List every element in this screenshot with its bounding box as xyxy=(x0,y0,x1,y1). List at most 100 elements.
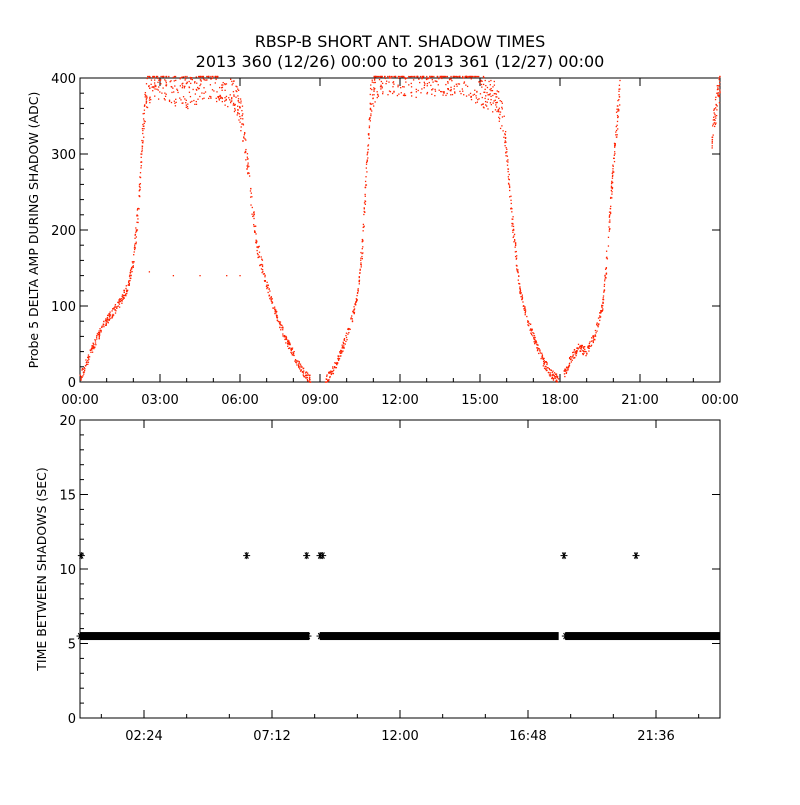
top-point-s2 xyxy=(594,339,596,341)
top-point-s0 xyxy=(114,304,117,306)
top-point-s0 xyxy=(157,81,159,83)
top-point-s2 xyxy=(614,153,616,155)
x-tick-label-0-6: 18:00 xyxy=(541,393,578,408)
top-point-s0 xyxy=(134,234,136,236)
top-point-s0 xyxy=(247,158,249,160)
top-point-s0 xyxy=(134,242,136,245)
top-series-points xyxy=(79,75,721,383)
top-point-s1 xyxy=(326,380,329,383)
top-point-s1 xyxy=(393,90,395,93)
top-point-s1 xyxy=(506,164,509,166)
shadow-interval-point xyxy=(172,632,180,640)
shadow-interval-point xyxy=(196,632,204,640)
shadow-interval-point xyxy=(376,632,384,640)
top-point-s0 xyxy=(153,86,155,88)
top-point-s1 xyxy=(372,103,374,105)
top-point-s0 xyxy=(92,346,95,348)
top-point-s1 xyxy=(499,111,502,113)
top-point-s0 xyxy=(285,338,287,341)
top-point-s0 xyxy=(221,84,223,86)
top-point-s0 xyxy=(87,359,89,362)
top-point-s0 xyxy=(282,326,284,328)
top-point-s1 xyxy=(457,83,459,85)
top-point-s1 xyxy=(381,87,383,89)
shadow-interval-point xyxy=(597,632,605,640)
top-point-s2 xyxy=(608,215,611,217)
top-point-s1 xyxy=(366,154,368,156)
top-point-s0 xyxy=(109,311,111,313)
top-point-s1 xyxy=(450,94,452,96)
top-point-s2 xyxy=(618,88,620,90)
top-point-s0 xyxy=(84,368,86,370)
top-point-s0 xyxy=(301,371,304,373)
top-point-s1 xyxy=(360,263,362,266)
top-point-s1 xyxy=(381,85,383,88)
top-point-s0 xyxy=(269,290,271,292)
top-point-s0 xyxy=(143,136,145,138)
top-point-s0 xyxy=(264,280,267,282)
top-point-s2 xyxy=(599,312,601,314)
top-point-s0 xyxy=(138,208,140,210)
top-point-s1 xyxy=(514,240,516,242)
top-point-s0 xyxy=(282,335,284,337)
top-point-s1 xyxy=(501,106,503,109)
top-point-s0 xyxy=(274,312,276,315)
top-point-s1 xyxy=(509,189,511,192)
top-point-s2 xyxy=(563,370,565,372)
top-point-s1 xyxy=(531,329,533,331)
top-point-s1 xyxy=(369,120,371,122)
top-point-s1 xyxy=(490,79,492,82)
top-point-s0 xyxy=(291,352,293,354)
top-point-s1 xyxy=(489,102,492,104)
top-point-s0 xyxy=(87,354,90,356)
top-point-s1 xyxy=(364,186,366,189)
shadow-interval-point xyxy=(579,632,587,640)
top-point-s1 xyxy=(419,81,421,84)
top-point-s1 xyxy=(393,83,395,85)
top-point-s1 xyxy=(389,91,392,93)
top-point-s0 xyxy=(175,98,177,100)
top-point-s2 xyxy=(602,298,604,301)
top-point-s2 xyxy=(588,345,591,347)
top-point-s1 xyxy=(353,306,355,308)
top-point-s3 xyxy=(713,116,715,118)
top-point-s1 xyxy=(430,84,432,87)
top-point-s1 xyxy=(504,134,507,136)
top-point-s2 xyxy=(617,105,619,107)
top-point-s0 xyxy=(165,84,168,86)
top-point-s0 xyxy=(243,136,245,138)
top-point-s0 xyxy=(87,356,90,358)
top-point-s0 xyxy=(291,354,293,356)
top-point-s0 xyxy=(282,333,284,335)
top-point-s0 xyxy=(245,148,247,151)
top-point-s1 xyxy=(380,75,383,78)
top-point-s1 xyxy=(327,379,329,381)
shadow-interval-point xyxy=(298,632,306,640)
top-point-s2 xyxy=(592,337,594,339)
top-point-s2 xyxy=(609,214,611,216)
top-point-s2 xyxy=(606,258,609,260)
top-point-s1 xyxy=(511,208,513,210)
top-point-s3 xyxy=(719,75,721,78)
top-point-s0 xyxy=(237,111,239,114)
top-point-s0 xyxy=(145,106,148,108)
top-point-s0 xyxy=(148,75,150,78)
top-point-s0 xyxy=(145,99,148,101)
top-point-s0 xyxy=(106,319,109,321)
top-point-s1 xyxy=(361,255,363,258)
top-point-s2 xyxy=(598,323,600,325)
top-point-s0 xyxy=(203,79,206,81)
top-point-s1 xyxy=(326,375,328,377)
top-point-s1 xyxy=(431,89,433,91)
top-point-s1 xyxy=(384,75,386,78)
top-point-s0 xyxy=(164,92,166,94)
top-point-s0 xyxy=(100,330,102,332)
top-point-s0 xyxy=(80,379,82,381)
top-point-s0 xyxy=(275,309,277,311)
top-point-s0 xyxy=(114,312,117,314)
top-point-s0 xyxy=(233,95,235,97)
top-point-s0 xyxy=(261,269,264,271)
top-point-s1 xyxy=(454,75,456,78)
top-point-s1 xyxy=(378,78,381,81)
